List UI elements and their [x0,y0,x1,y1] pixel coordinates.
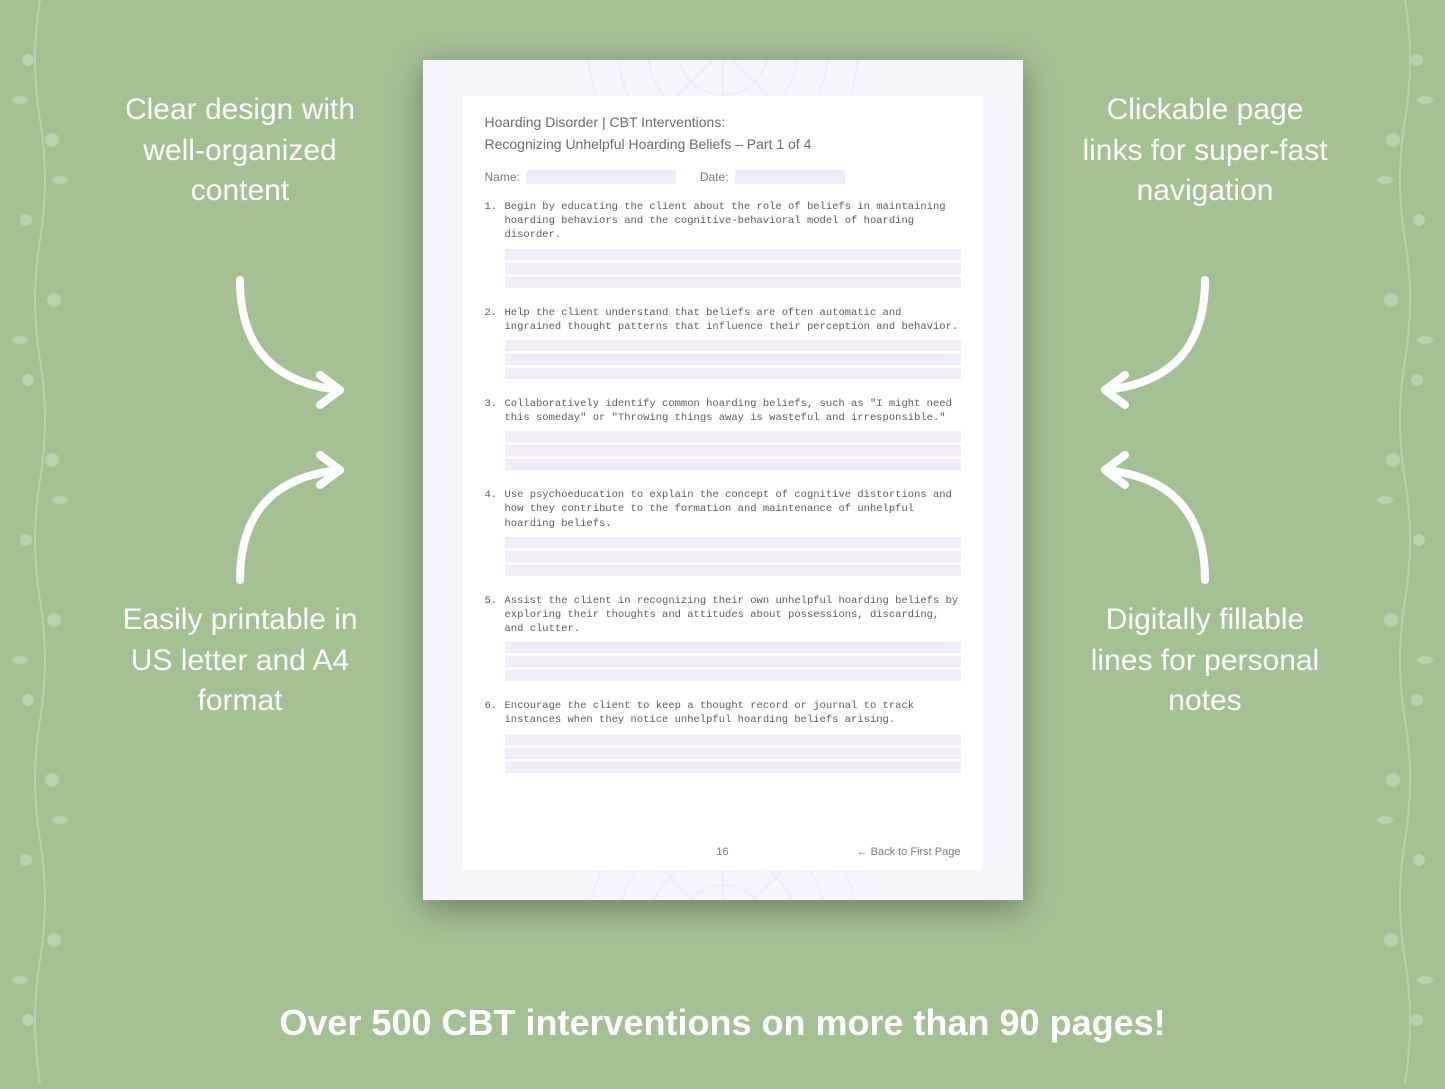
fill-lines-group [505,249,961,288]
fill-line[interactable] [505,354,961,365]
item-text: Collaboratively identify common hoarding… [505,397,961,425]
back-to-first-link[interactable]: ← Back to First Page [857,846,961,858]
fill-line[interactable] [505,249,961,260]
worksheet-item: 3.Collaboratively identify common hoardi… [485,397,961,470]
fill-line[interactable] [505,551,961,562]
fill-lines-group [505,734,961,773]
name-label: Name: [485,170,520,184]
callout-bottom-right: Digitally fillable lines for personal no… [1075,600,1335,722]
items-list: 1.Begin by educating the client about th… [485,200,961,773]
date-input-line[interactable] [735,170,845,184]
worksheet-footer: 16 ← Back to First Page [463,846,983,858]
fill-lines-group [505,537,961,576]
item-number: 6. [485,699,499,727]
item-number: 2. [485,306,499,334]
name-input-line[interactable] [526,170,676,184]
item-number: 3. [485,397,499,425]
worksheet-inner: Hoarding Disorder | CBT Interventions: R… [463,96,983,870]
fill-line[interactable] [505,445,961,456]
item-text: Begin by educating the client about the … [505,200,961,243]
arrow-bottom-left-icon [220,440,370,600]
fill-line[interactable] [505,277,961,288]
fill-line[interactable] [505,748,961,759]
worksheet-item: 1.Begin by educating the client about th… [485,200,961,288]
worksheet-item: 4.Use psychoeducation to explain the con… [485,488,961,576]
fill-lines-group [505,431,961,470]
fill-line[interactable] [505,340,961,351]
item-text: Assist the client in recognizing their o… [505,594,961,637]
date-label: Date: [700,170,729,184]
bottom-banner: Over 500 CBT interventions on more than … [0,1002,1445,1044]
name-date-row: Name: Date: [485,170,961,184]
fill-lines-group [505,340,961,379]
worksheet-item: 6.Encourage the client to keep a thought… [485,699,961,772]
fill-line[interactable] [505,656,961,667]
decorative-vine-right [1365,0,1445,1084]
arrow-top-left-icon [220,260,370,420]
fill-line[interactable] [505,642,961,653]
item-text: Use psychoeducation to explain the conce… [505,488,961,531]
item-text: Help the client understand that beliefs … [505,306,961,334]
fill-line[interactable] [505,670,961,681]
fill-line[interactable] [505,537,961,548]
fill-line[interactable] [505,263,961,274]
page-number: 16 [716,846,728,858]
item-number: 1. [485,200,499,243]
callout-top-right: Clickable page links for super-fast navi… [1075,90,1335,212]
item-number: 4. [485,488,499,531]
callout-top-left: Clear design with well-organized content [110,90,370,212]
item-text: Encourage the client to keep a thought r… [505,699,961,727]
decorative-vine-left [0,0,80,1084]
fill-lines-group [505,642,961,681]
fill-line[interactable] [505,734,961,745]
fill-line[interactable] [505,565,961,576]
worksheet-title: Hoarding Disorder | CBT Interventions: [485,114,961,130]
arrow-bottom-right-icon [1075,440,1225,600]
worksheet-subtitle: Recognizing Unhelpful Hoarding Beliefs –… [485,136,961,152]
worksheet-page: Hoarding Disorder | CBT Interventions: R… [423,60,1023,900]
fill-line[interactable] [505,459,961,470]
callout-bottom-left: Easily printable in US letter and A4 for… [110,600,370,722]
item-number: 5. [485,594,499,637]
fill-line[interactable] [505,368,961,379]
fill-line[interactable] [505,762,961,773]
fill-line[interactable] [505,431,961,442]
worksheet-item: 5.Assist the client in recognizing their… [485,594,961,682]
arrow-top-right-icon [1075,260,1225,420]
worksheet-item: 2.Help the client understand that belief… [485,306,961,379]
